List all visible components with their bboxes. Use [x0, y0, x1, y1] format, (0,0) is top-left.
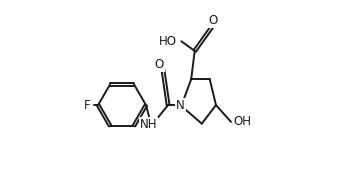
Text: OH: OH	[234, 115, 252, 128]
Text: F: F	[84, 99, 91, 112]
Text: N: N	[176, 99, 185, 112]
Text: O: O	[154, 58, 164, 71]
Text: HO: HO	[159, 35, 177, 48]
Text: O: O	[209, 14, 218, 27]
Text: NH: NH	[140, 118, 158, 131]
